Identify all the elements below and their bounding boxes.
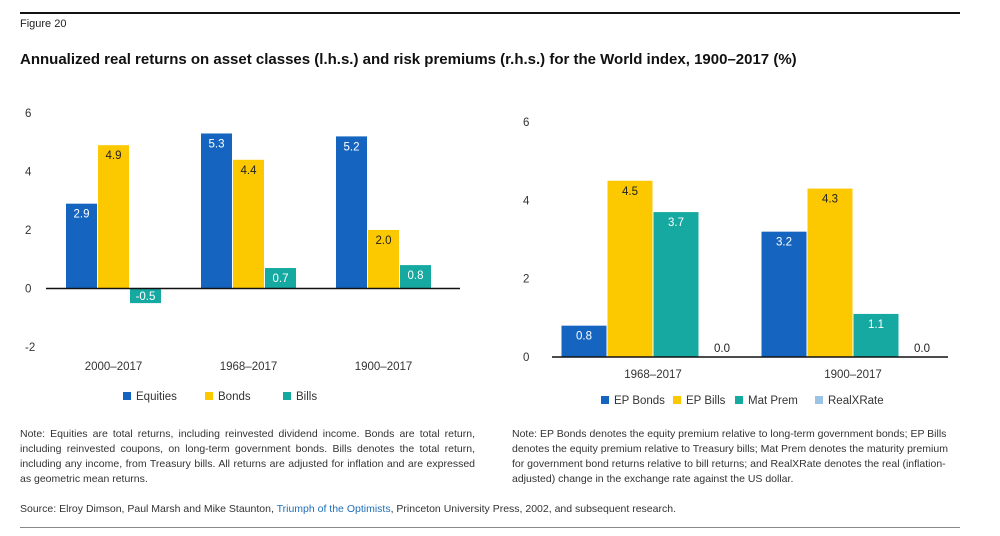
legend-swatch	[815, 396, 823, 404]
legend-swatch	[601, 396, 609, 404]
y-tick-label: 6	[25, 108, 31, 120]
source-prefix: Source: Elroy Dimson, Paul Marsh and Mik…	[20, 503, 277, 515]
bar-ep-bills	[807, 188, 853, 357]
y-tick-label: -2	[25, 342, 35, 354]
x-category-label: 2000–2017	[85, 361, 143, 373]
bar-equities	[336, 136, 367, 289]
data-label: 1.1	[868, 319, 884, 331]
data-label: 3.2	[776, 237, 792, 249]
legend-label: Bills	[296, 391, 317, 403]
source-line: Source: Elroy Dimson, Paul Marsh and Mik…	[20, 503, 676, 515]
bar-ep-bills	[607, 180, 653, 357]
data-label: 2.0	[376, 235, 392, 247]
bar-bills	[265, 268, 296, 289]
y-tick-label: 4	[25, 167, 32, 179]
data-label: 2.9	[74, 209, 90, 221]
bottom-rule	[20, 527, 960, 528]
right-note: Note: EP Bonds denotes the equity premiu…	[512, 428, 948, 485]
bar-bonds	[368, 230, 399, 289]
y-tick-label: 0	[25, 284, 31, 296]
top-rule	[20, 12, 960, 14]
bar-bonds	[98, 145, 129, 289]
data-label: 0.8	[408, 270, 424, 282]
legend-label: Equities	[136, 391, 177, 403]
data-label: 4.3	[822, 194, 838, 206]
legend-label: EP Bills	[686, 395, 726, 407]
y-tick-label: 0	[523, 352, 529, 364]
data-label: 0.0	[914, 343, 930, 355]
x-category-label: 1900–2017	[355, 361, 413, 373]
bar-ep-bonds	[761, 231, 807, 357]
y-tick-label: 2	[523, 274, 529, 286]
y-tick-label: 2	[25, 225, 31, 237]
legend-swatch	[123, 392, 131, 400]
source-suffix: , Princeton University Press, 2002, and …	[390, 503, 676, 515]
x-category-label: 1900–2017	[824, 369, 882, 381]
x-category-label: 1968–2017	[624, 369, 682, 381]
data-label: 0.8	[576, 331, 592, 343]
legend-swatch	[735, 396, 743, 404]
legend-label: RealXRate	[828, 395, 884, 407]
legend-swatch	[205, 392, 213, 400]
data-label: 4.4	[241, 165, 258, 177]
left-chart: -2 0 2 4 6 2.9 4.9 -0.5 2000–2017 5.3 4.4 0.7 1968–2…	[25, 108, 460, 403]
data-label: 0.7	[273, 273, 289, 285]
data-label: 5.2	[344, 141, 360, 153]
bar-bills	[130, 288, 161, 304]
bar-equities	[66, 203, 97, 289]
legend-swatch	[283, 392, 291, 400]
source-book-link[interactable]: Triumph of the Optimists	[276, 503, 391, 515]
x-category-label: 1968–2017	[220, 361, 278, 373]
figure-title: Annualized real returns on asset classes…	[20, 51, 797, 68]
right-chart: 0 2 4 6 0.8 4.5 3.7 0.0 1968–2017 3.2 4.3 1.1 0.0 190…	[523, 117, 948, 407]
y-tick-label: 6	[523, 117, 529, 129]
bar-bills	[400, 265, 431, 289]
bar-mat-prem	[653, 212, 699, 357]
bar-equities	[201, 133, 232, 289]
legend-swatch	[673, 396, 681, 404]
legend-label: EP Bonds	[614, 395, 665, 407]
bar-mat-prem	[853, 313, 899, 357]
bar-bonds	[233, 159, 264, 289]
bar-ep-bonds	[561, 325, 607, 357]
left-note: Note: Equities are total returns, includ…	[20, 428, 475, 485]
figure-label: Figure 20	[20, 18, 67, 30]
data-label: -0.5	[136, 291, 156, 303]
y-tick-label: 4	[523, 195, 530, 207]
legend-label: Bonds	[218, 391, 251, 403]
data-label: 0.0	[714, 343, 730, 355]
data-label: 5.3	[209, 138, 225, 150]
data-label: 4.9	[106, 150, 122, 162]
data-label: 4.5	[622, 186, 638, 198]
legend-label: Mat Prem	[748, 395, 798, 407]
data-label: 3.7	[668, 217, 684, 229]
